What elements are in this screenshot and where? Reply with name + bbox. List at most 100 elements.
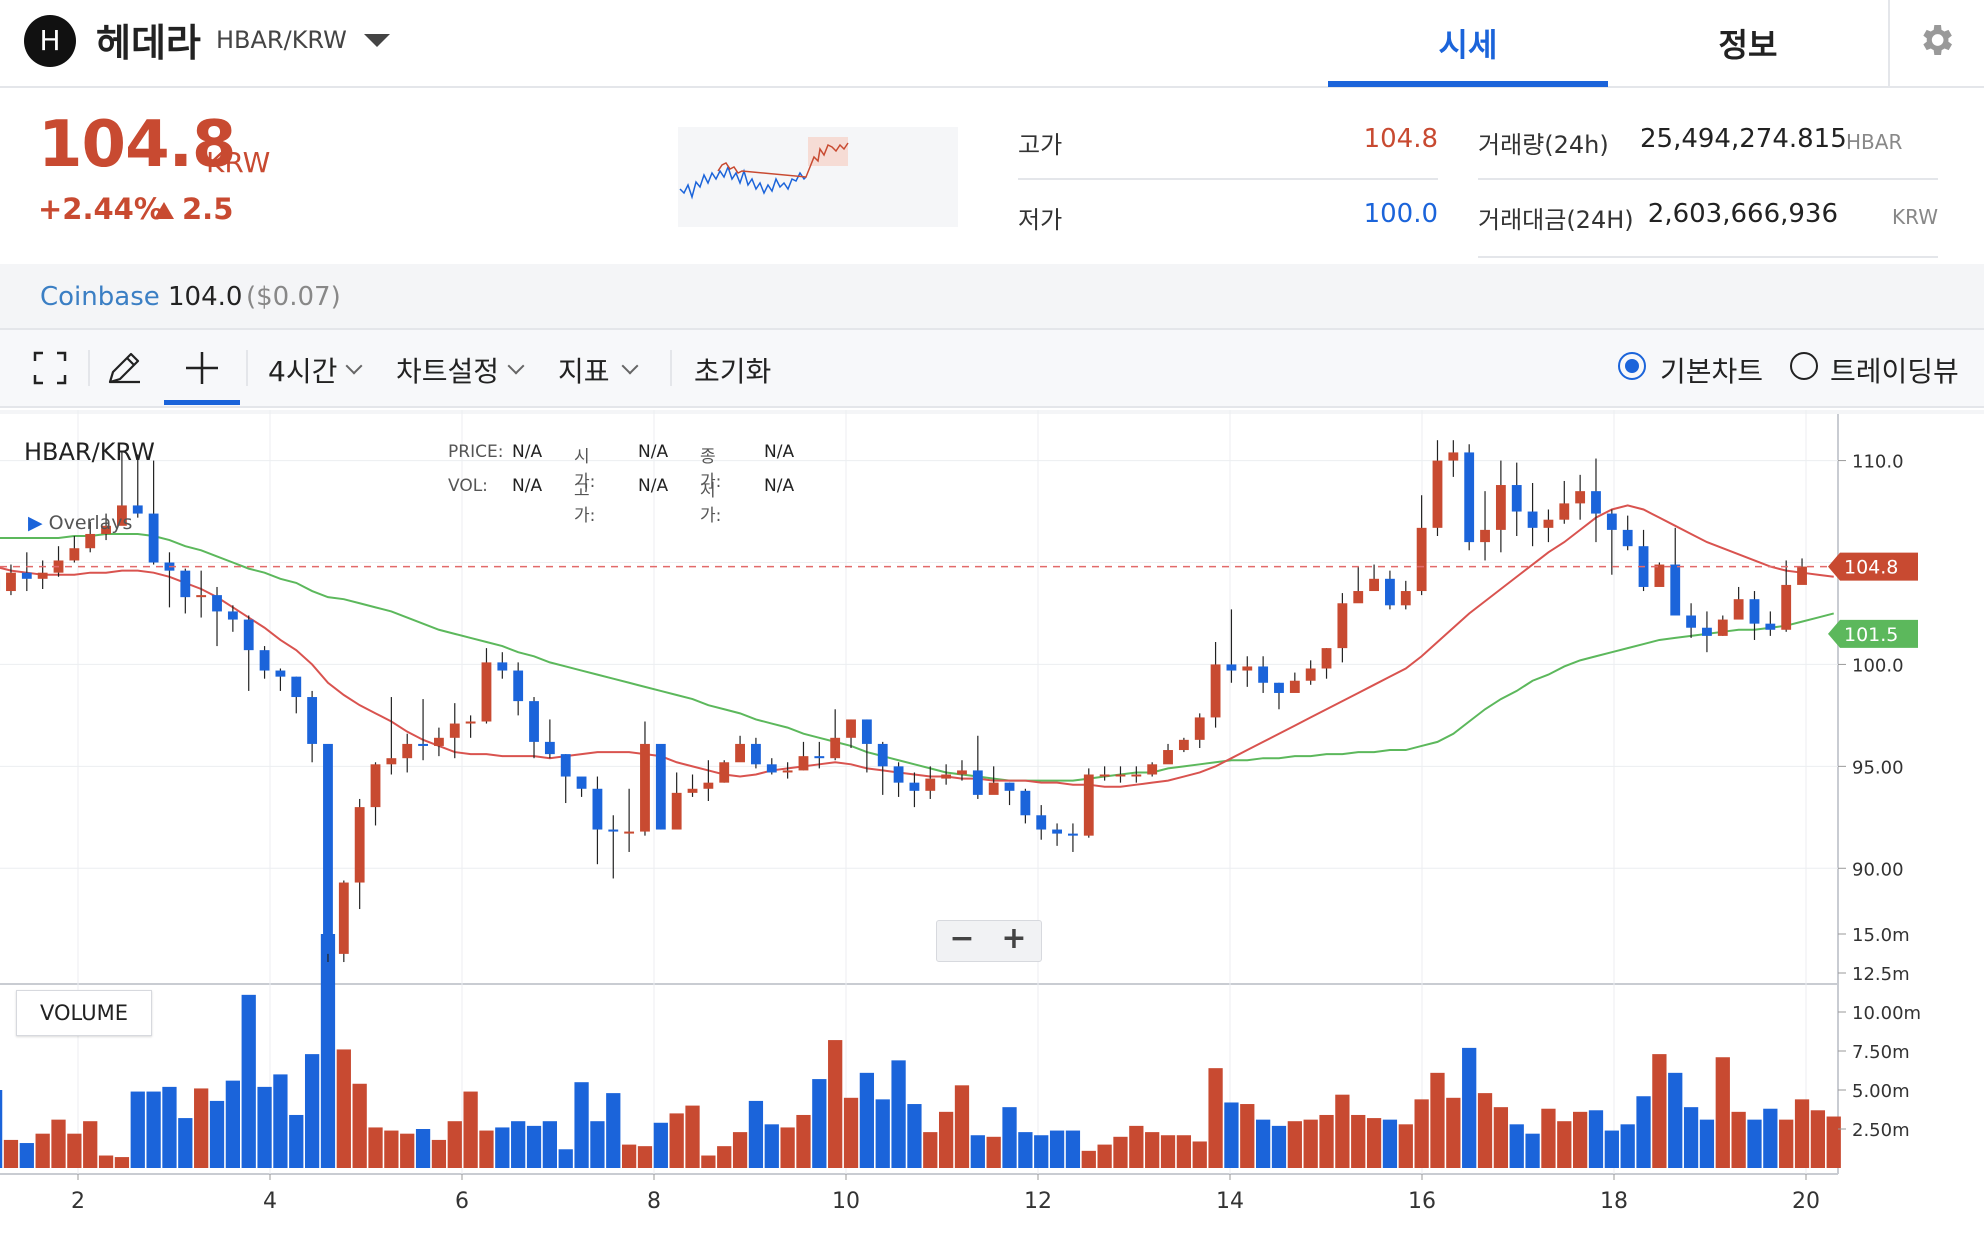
candle-body [21,572,32,579]
fullscreen-icon[interactable] [32,350,68,386]
candle-body [1543,519,1554,528]
tool-active-indicator [164,400,240,405]
radio-tradingview[interactable] [1790,352,1818,380]
candle [877,741,888,795]
tradingview-label[interactable]: 트레이딩뷰 [1830,355,1959,388]
chart-settings-menu[interactable]: 차트설정 [396,355,500,388]
volume-bar [1588,1110,1604,1168]
candle [386,697,397,775]
gear-icon[interactable] [1916,20,1956,60]
zoom-in-button[interactable]: + [1001,921,1027,956]
radio-selected-dot [1625,359,1639,373]
volume-tick-label: 15.0m [1852,925,1910,946]
candle [529,697,539,759]
volume-bar [0,1090,3,1168]
candle [1036,805,1047,840]
candle [1702,611,1712,653]
candle-body [703,782,714,789]
candle-body [1210,664,1221,718]
candle [893,762,904,797]
current-price-tag-text: 104.8 [1844,557,1898,579]
candle [1464,444,1475,551]
volume-bar [717,1146,732,1168]
candle [1099,766,1110,781]
candle-body [481,662,492,722]
pencil-icon[interactable] [104,348,144,388]
zoom-out-button[interactable]: − [949,921,975,956]
candle-body [1353,591,1364,604]
top-header [0,0,1984,88]
crosshair-icon[interactable] [184,350,220,386]
volume-bar [98,1155,114,1168]
volume-bar [368,1127,383,1168]
candle-body [957,770,967,775]
x-tick-label: 16 [1408,1189,1436,1214]
indicators-menu[interactable]: 지표 [558,355,610,388]
volume-bar [923,1132,938,1168]
x-tick-label: 20 [1792,1189,1820,1214]
candle [1480,491,1490,561]
volume-bar [447,1121,462,1168]
moving-average-tag-text: 101.5 [1844,624,1898,646]
candle [861,719,872,773]
candle-body [1194,717,1205,740]
volume-bar [780,1127,795,1168]
volume-bar [1731,1111,1746,1168]
volume-bar [209,1100,225,1168]
candle-body [1163,750,1173,765]
candle [465,715,476,738]
tab-price[interactable]: 시세 [1438,26,1498,64]
volume-bar [590,1121,605,1168]
candle-body [338,882,349,954]
candle-body [1606,513,1617,530]
candle [291,676,302,714]
volume-bar [130,1091,145,1168]
radio-basic-chart[interactable] [1618,352,1646,380]
low-readout-value: N/A [764,476,795,496]
volume-bar [701,1155,716,1168]
candle [1321,648,1332,679]
interval-select[interactable]: 4시간 [268,355,338,388]
candle [338,880,349,963]
candlestick-chart[interactable]: 2468101214161820110.0105.0100.095.0090.0… [0,410,1984,1238]
candle [37,560,48,589]
candle-body [1432,460,1443,528]
candle-body [1400,591,1411,606]
candle-body [1385,578,1395,606]
candle-body [1147,764,1158,775]
volume-bar [1652,1054,1667,1168]
volume-bar [1160,1135,1176,1168]
volume-bar [400,1133,415,1168]
candle-body [1733,599,1744,620]
candle [164,552,175,608]
candle [1210,642,1221,728]
moving-average-tag-bg [1828,619,1918,648]
volume-bar [859,1072,875,1168]
candle [1749,591,1760,640]
basic-chart-label[interactable]: 기본차트 [1660,355,1764,388]
triangle-right-icon: ▶ [28,512,43,534]
exchange-name[interactable]: Coinbase [40,282,160,312]
volume-bar [938,1111,954,1168]
candle-body [798,756,809,771]
reset-button[interactable]: 초기화 [694,355,772,388]
caret-down-icon[interactable] [364,34,390,47]
volume-bar [320,934,336,1168]
candle [1400,580,1411,610]
candle [1226,609,1237,683]
overlays-toggle[interactable]: ▶ Overlays [28,512,132,534]
candle [687,774,698,797]
volume-bar [415,1129,431,1168]
tab-info[interactable]: 정보 [1718,26,1778,64]
candle [560,754,571,804]
candle-body [766,764,777,773]
volume-bar [1145,1132,1160,1168]
candle-body [1274,682,1284,693]
candle-body [560,754,571,777]
amount-24h-value: 2,603,666,936 [1647,199,1838,229]
volume-bar [463,1091,478,1168]
volume-tick-label: 12.5m [1852,964,1910,985]
candle [544,719,555,759]
candle [1622,515,1633,551]
volume-bar [1129,1125,1144,1168]
